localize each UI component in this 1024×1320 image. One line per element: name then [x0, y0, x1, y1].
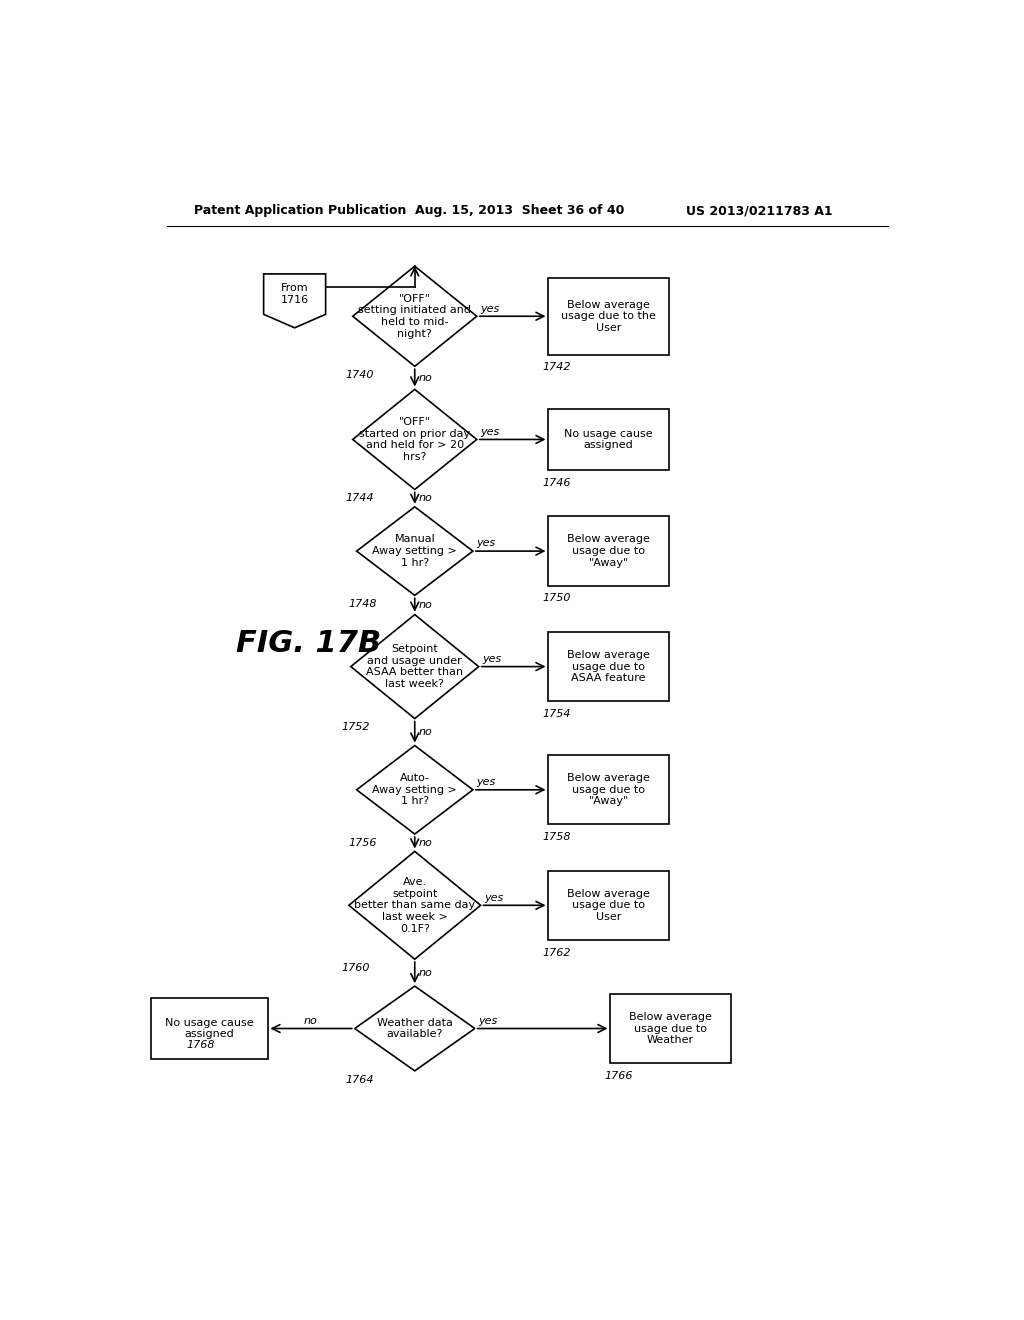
Text: 1760: 1760 [341, 964, 370, 973]
Text: 1750: 1750 [543, 594, 571, 603]
Text: no: no [419, 727, 432, 737]
Text: no: no [419, 838, 432, 847]
Bar [549, 409, 669, 470]
Text: yes: yes [480, 304, 500, 314]
Text: From
1716: From 1716 [281, 284, 308, 305]
Text: no: no [419, 601, 432, 610]
Text: no: no [419, 372, 432, 383]
Bar [549, 871, 669, 940]
Text: no: no [419, 494, 432, 503]
Bar [549, 277, 669, 355]
Bar [549, 755, 669, 825]
Text: yes: yes [478, 1016, 498, 1026]
Text: Below average
usage due to
"Away": Below average usage due to "Away" [567, 774, 650, 807]
Text: 1740: 1740 [345, 370, 374, 380]
Text: yes: yes [482, 653, 502, 664]
Text: no: no [419, 968, 432, 978]
Text: yes: yes [477, 539, 496, 548]
Text: Manual
Away setting >
1 hr?: Manual Away setting > 1 hr? [373, 535, 457, 568]
Bar [549, 516, 669, 586]
Text: 1742: 1742 [543, 363, 571, 372]
Text: 1752: 1752 [341, 722, 370, 733]
Text: Setpoint
and usage under
ASAA better than
last week?: Setpoint and usage under ASAA better tha… [367, 644, 463, 689]
Text: Below average
usage due to the
User: Below average usage due to the User [561, 300, 656, 333]
Text: 1758: 1758 [543, 832, 571, 842]
Text: 1766: 1766 [604, 1071, 633, 1081]
Text: Weather data
available?: Weather data available? [377, 1018, 453, 1039]
Text: Below average
usage due to
ASAA feature: Below average usage due to ASAA feature [567, 649, 650, 684]
Text: 1764: 1764 [345, 1074, 374, 1085]
Text: No usage cause
assigned: No usage cause assigned [564, 429, 653, 450]
Bar [610, 994, 730, 1063]
Text: Below average
usage due to
"Away": Below average usage due to "Away" [567, 535, 650, 568]
Text: Below average
usage due to
User: Below average usage due to User [567, 888, 650, 921]
Text: 1744: 1744 [345, 494, 374, 503]
Text: "OFF"
setting initiated and
held to mid-
night?: "OFF" setting initiated and held to mid-… [358, 294, 471, 339]
Text: US 2013/0211783 A1: US 2013/0211783 A1 [686, 205, 833, 218]
Text: 1748: 1748 [349, 599, 378, 610]
Text: yes: yes [477, 777, 496, 787]
Bar [549, 632, 669, 701]
Text: Aug. 15, 2013  Sheet 36 of 40: Aug. 15, 2013 Sheet 36 of 40 [415, 205, 624, 218]
Text: Below average
usage due to
Weather: Below average usage due to Weather [629, 1012, 712, 1045]
Text: 1756: 1756 [349, 838, 378, 847]
Bar [152, 998, 267, 1059]
Text: yes: yes [480, 426, 500, 437]
Text: no: no [303, 1016, 317, 1026]
Text: Patent Application Publication: Patent Application Publication [194, 205, 407, 218]
Text: 1768: 1768 [186, 1040, 215, 1049]
Text: "OFF"
started on prior day
and held for > 20
hrs?: "OFF" started on prior day and held for … [359, 417, 470, 462]
Text: No usage cause
assigned: No usage cause assigned [165, 1018, 254, 1039]
Text: FIG. 17B: FIG. 17B [237, 630, 382, 657]
Text: yes: yes [484, 892, 504, 903]
Text: Ave.
setpoint
better than same day
last week >
0.1F?: Ave. setpoint better than same day last … [354, 876, 475, 933]
Text: 1762: 1762 [543, 948, 571, 957]
Text: 1746: 1746 [543, 478, 571, 488]
Text: Auto-
Away setting >
1 hr?: Auto- Away setting > 1 hr? [373, 774, 457, 807]
Text: 1754: 1754 [543, 709, 571, 719]
